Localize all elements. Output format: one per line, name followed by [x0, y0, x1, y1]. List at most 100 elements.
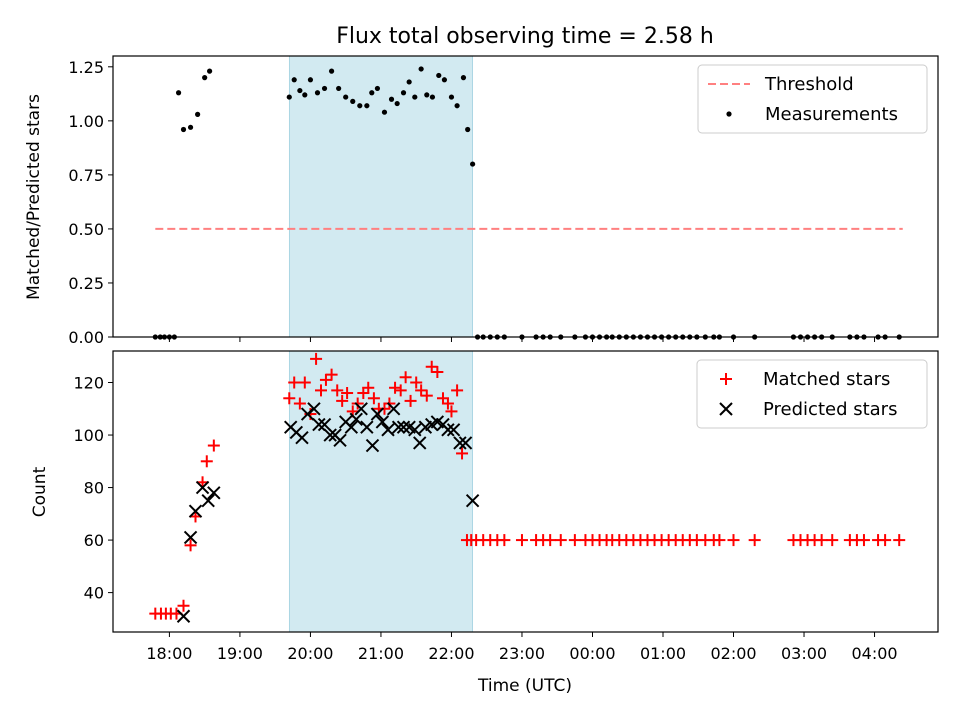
matched-star-point: [713, 534, 726, 547]
matched-star-point: [283, 392, 296, 405]
measurement-point: [424, 92, 430, 98]
predicted-star-point: [441, 423, 455, 437]
predicted-star-point: [188, 504, 203, 518]
legend-threshold-label: Threshold: [764, 74, 854, 95]
top-y-tick-label: 1.00: [68, 112, 104, 131]
matched-star-point: [336, 394, 349, 407]
x-tick-label: 00:00: [569, 644, 615, 663]
measurement-point: [441, 77, 448, 83]
matched-star-point: [389, 381, 402, 394]
matched-star-point: [425, 360, 438, 373]
predicted-star-point: [386, 402, 401, 416]
measurement-point: [429, 94, 436, 100]
measurement-point: [374, 85, 381, 92]
measurement-point: [381, 109, 388, 115]
matched-star-point: [498, 534, 511, 547]
measurement-point: [314, 90, 321, 96]
measurement-point: [418, 66, 424, 72]
matched-star-point: [200, 455, 213, 468]
predicted-star-point: [183, 530, 198, 545]
matched-star-point: [815, 534, 828, 547]
matched-star-point: [420, 389, 433, 402]
predicted-star-point: [375, 415, 390, 429]
bottom-y-axis-label: Count: [30, 466, 50, 517]
top-y-tick-label: 0.25: [68, 274, 104, 293]
measurement-point: [291, 77, 297, 83]
top-legend-box: [697, 64, 928, 134]
matched-star-point: [325, 368, 338, 381]
x-tick-label: 20:00: [287, 644, 333, 663]
x-tick-label: 21:00: [358, 644, 404, 663]
top-y-tick-label: 1.25: [68, 58, 104, 77]
top-y-tick-label: 0.50: [68, 220, 104, 239]
predicted-star-point: [453, 436, 467, 450]
predicted-star-point: [312, 417, 326, 432]
measurement-point: [357, 103, 363, 109]
top-x-ticks: [168, 337, 876, 342]
x-tick-label: 01:00: [640, 644, 686, 663]
matched-star-point: [826, 534, 839, 547]
measurement-point: [307, 77, 314, 83]
predicted-star-point: [323, 428, 337, 442]
predicted-star-point: [360, 420, 374, 434]
top-y-tick-label: 0.75: [68, 166, 104, 185]
predicted-star-point: [201, 493, 215, 508]
bottom-legend-box: [696, 359, 928, 429]
measurement-point: [454, 103, 460, 109]
measurement-point: [400, 90, 407, 96]
legend-measurements-swatch: [726, 111, 732, 117]
bottom-x-ticks: 18:00 19:00 20:00 21:00 22:00 23:00 00:00 01:00…: [146, 632, 898, 663]
x-tick-label: 02:00: [710, 644, 756, 663]
x-tick-label: 23:00: [499, 644, 545, 663]
matched-star-point: [399, 371, 412, 384]
matched-star-point: [451, 384, 464, 397]
matched-star-point: [367, 392, 380, 405]
measurement-point: [187, 124, 194, 130]
matched-star-point: [315, 384, 328, 397]
matched-star-point: [310, 352, 323, 365]
bottom-y-tick-label: 80: [84, 479, 104, 498]
matched-star-point: [879, 534, 892, 547]
measurement-point: [470, 161, 476, 167]
matched-star-point: [857, 534, 870, 547]
bottom-y-tick-label: 120: [73, 374, 104, 393]
measurement-point: [328, 68, 335, 74]
x-tick-label: 04:00: [851, 644, 897, 663]
measurement-point: [336, 85, 342, 92]
measurement-point: [436, 72, 442, 79]
top-axes-frame: [112, 55, 939, 338]
matched-star-point: [177, 599, 190, 612]
measurement-point: [343, 94, 349, 100]
matched-star-point: [441, 397, 454, 410]
x-axis-label: Time (UTC): [477, 676, 572, 696]
matched-star-point: [288, 376, 301, 389]
bottom-axes-frame: [112, 350, 939, 633]
top-legend: Threshold Measurements: [697, 64, 928, 134]
measurement-point: [369, 90, 375, 96]
matched-star-point: [298, 376, 311, 389]
measurement-point: [286, 94, 292, 100]
top-y-ticks: 0.00 0.25 0.50 0.75 1.00 1.25: [68, 58, 113, 347]
matched-star-point: [410, 376, 423, 389]
matched-star-point: [544, 534, 557, 547]
legend-measurements-label: Measurements: [765, 104, 898, 125]
measurement-point: [364, 103, 370, 109]
measurement-point: [448, 94, 455, 100]
predicted-star-point: [370, 407, 385, 421]
predicted-star-point: [195, 480, 210, 495]
bottom-y-ticks: 40 60 80 100 120: [73, 374, 113, 603]
predicted-star-point: [446, 423, 461, 437]
bottom-y-tick-label: 100: [73, 426, 104, 445]
predicted-star-point: [413, 436, 427, 450]
measurement-point: [412, 94, 418, 100]
predicted-star-point: [295, 430, 309, 445]
matched-star-point: [445, 405, 458, 418]
measurement-point: [406, 79, 412, 85]
predicted-star-point: [354, 402, 368, 416]
matched-star-point: [748, 534, 761, 547]
predicted-star-point: [349, 412, 363, 426]
measurement-point: [195, 111, 201, 117]
predicted-star-point: [381, 423, 395, 437]
top-panel: 0.00 0.25 0.50 0.75 1.00 1.25 Flux total obse…: [24, 24, 939, 347]
